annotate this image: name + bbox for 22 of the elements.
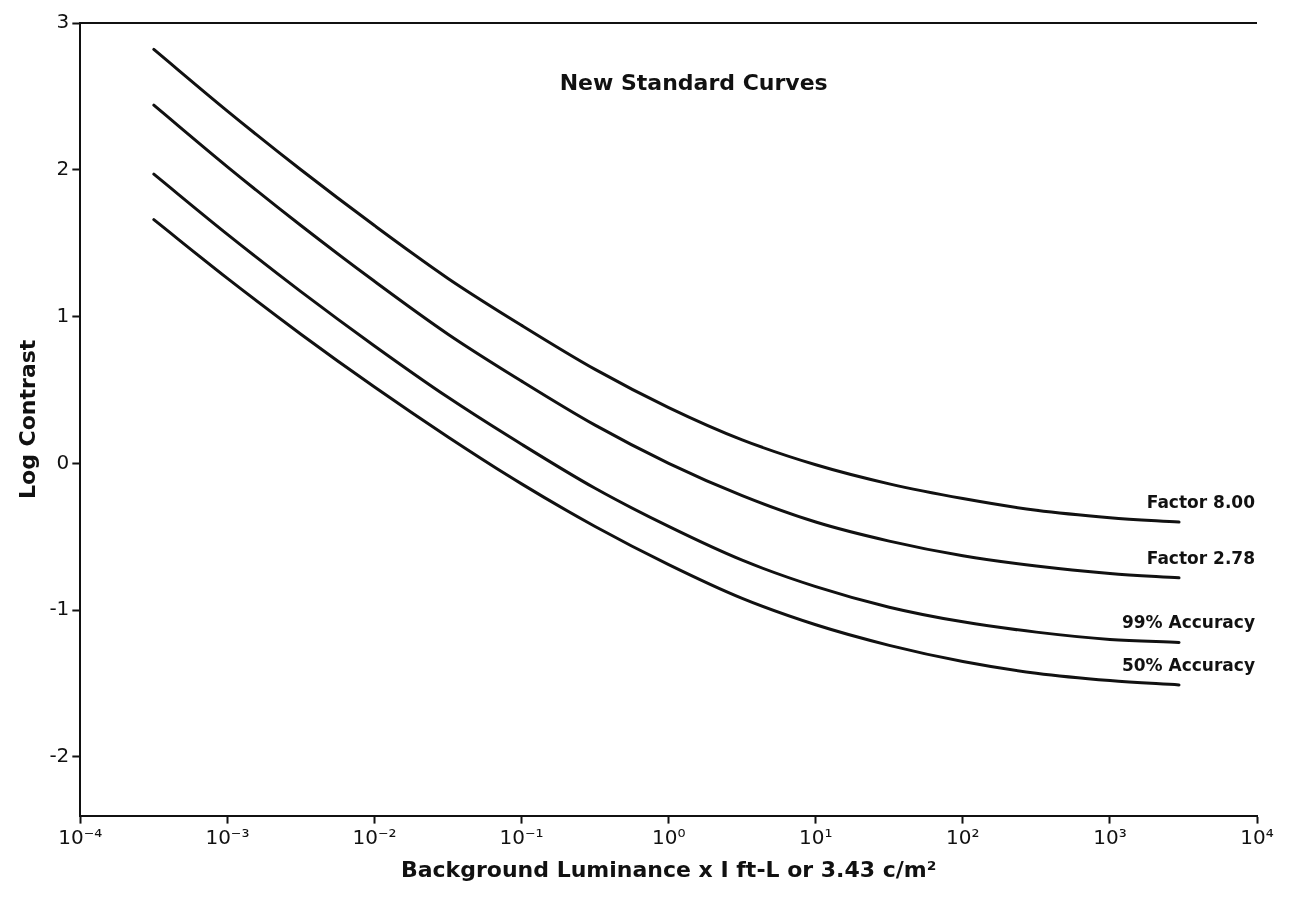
x-tick-label: 10⁻¹ [499, 824, 544, 849]
series-label: 99% Accuracy [1121, 612, 1255, 633]
x-axis-title: Background Luminance x I ft-L or 3.43 c/m² [400, 856, 937, 882]
x-tick-label: 10² [946, 824, 980, 849]
x-tick-label: 10⁴ [1240, 824, 1274, 849]
x-tick-label: 10³ [1093, 824, 1127, 849]
series-label: 50% Accuracy [1121, 654, 1255, 675]
x-tick-label: 10⁻² [352, 824, 397, 849]
y-axis-title: Log Contrast [14, 339, 40, 499]
series-label: Factor 2.78 [1146, 547, 1255, 568]
y-tick-label: 0 [56, 449, 70, 474]
x-tick-label: 10⁻⁴ [58, 824, 103, 849]
x-tick-label: 10¹ [799, 824, 833, 849]
text: New Standard Curves [559, 69, 828, 95]
series-label: Factor 8.00 [1146, 491, 1256, 512]
y-tick-label: 1 [56, 302, 70, 327]
x-tick-label: 10⁰ [651, 824, 686, 849]
x-tick-label: 10⁻³ [205, 824, 250, 849]
y-tick-label: -2 [49, 743, 70, 768]
y-tick-label: 2 [56, 155, 70, 180]
y-tick-label: -1 [49, 596, 70, 621]
y-tick-label: 3 [56, 9, 70, 34]
